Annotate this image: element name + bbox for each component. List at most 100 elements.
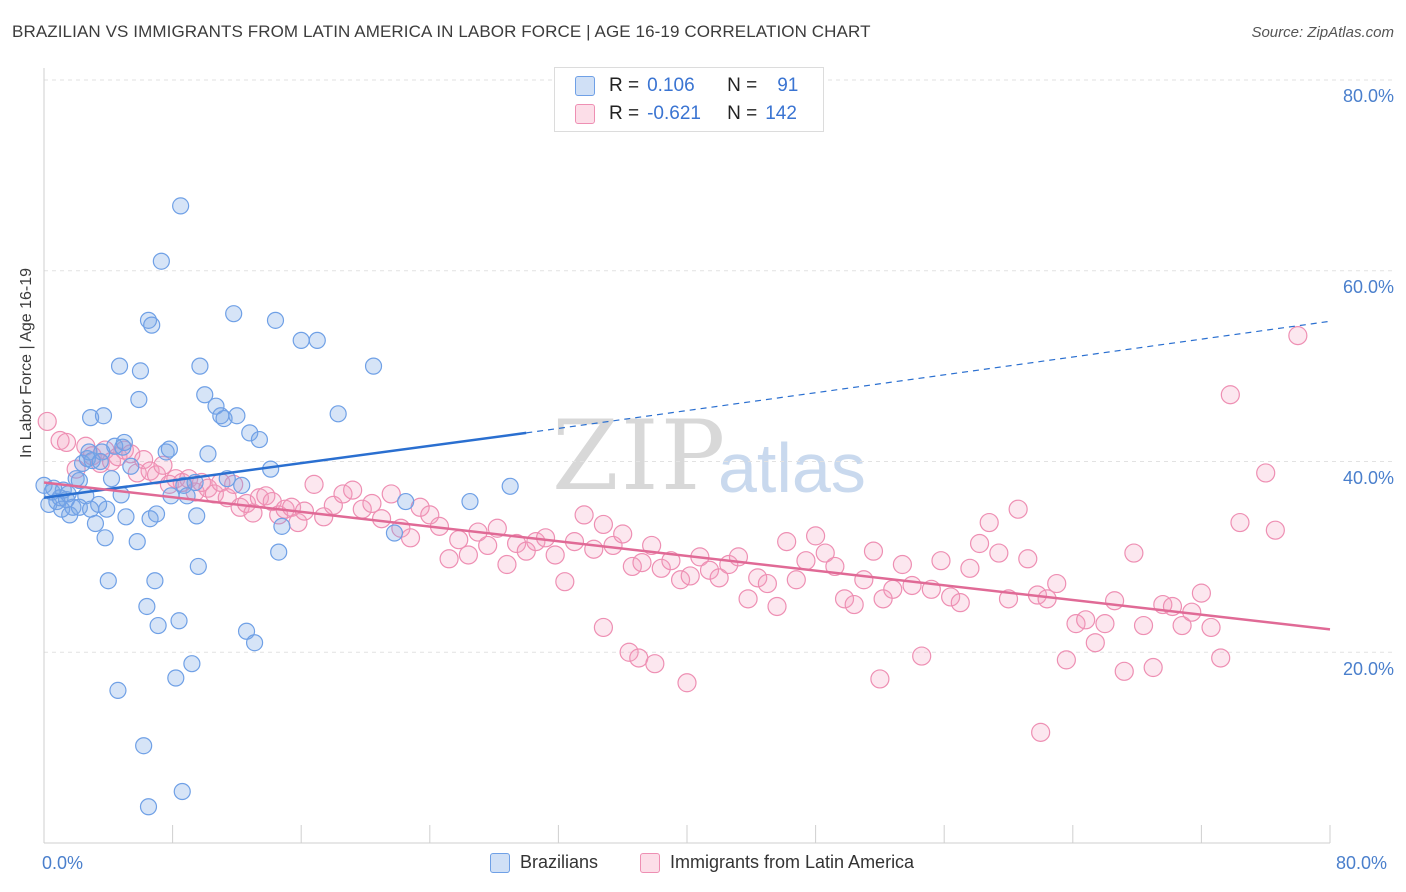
data-point-immigrants [1191, 583, 1212, 603]
trend-line-immigrants [43, 481, 1331, 631]
legend-row-immigrants: R = -0.621 N = 142 [575, 101, 797, 127]
data-point-immigrants [1008, 499, 1028, 519]
data-point-immigrants [1133, 615, 1154, 636]
legend-r-label: R = [609, 75, 640, 96]
legend-swatch-pink [575, 104, 595, 124]
data-point-brazilians [109, 681, 127, 700]
data-point-immigrants [1085, 633, 1105, 653]
data-point-brazilians [172, 197, 190, 215]
legend-row-brazilians: R = 0.106 N = 91 [575, 73, 798, 99]
legend-n-label: N = [727, 103, 758, 124]
data-point-immigrants [677, 673, 697, 693]
watermark-atlas: atlas [718, 429, 866, 507]
data-point-immigrants [66, 459, 86, 479]
legend-r-label: R = [609, 103, 640, 124]
data-point-immigrants [593, 617, 614, 638]
data-point-brazilians [96, 529, 114, 547]
data-point-brazilians [138, 597, 156, 616]
data-point-immigrants [979, 512, 999, 533]
axes [43, 68, 1331, 844]
data-point-brazilians [64, 498, 82, 516]
data-point-brazilians [170, 612, 188, 630]
data-point-immigrants [632, 552, 652, 573]
data-point-immigrants [950, 593, 970, 613]
data-point-immigrants [892, 554, 913, 575]
data-point-brazilians [82, 409, 100, 427]
data-point-brazilians [241, 424, 259, 442]
data-point-immigrants [584, 539, 604, 559]
trend-line-brazilians-extrapolated [526, 320, 1331, 434]
data-point-immigrants [333, 484, 353, 504]
legend-r-value: 0.106 [647, 75, 695, 96]
legend-n-value: 142 [765, 103, 797, 124]
data-point-brazilians [131, 362, 150, 380]
data-point-brazilians [385, 524, 404, 542]
data-point-immigrants [478, 535, 498, 556]
data-point-immigrants [1172, 615, 1192, 636]
data-point-immigrants [1143, 657, 1163, 678]
data-point-brazilians [99, 572, 117, 590]
data-point-immigrants [1265, 520, 1285, 540]
legend-swatch-pink [640, 852, 660, 873]
bottom-legend-immigrants[interactable]: Immigrants from Latin America [640, 852, 914, 873]
data-point-immigrants [1104, 591, 1125, 611]
data-point-immigrants [645, 654, 665, 674]
data-point-brazilians [82, 500, 100, 518]
data-point-immigrants [1211, 648, 1231, 668]
data-point-brazilians [228, 407, 246, 425]
data-point-immigrants [56, 432, 77, 453]
data-point-brazilians [128, 533, 146, 551]
data-point-brazilians [86, 514, 105, 533]
data-point-brazilians [175, 476, 193, 494]
data-point-brazilians [130, 390, 148, 409]
chart-title: BRAZILIAN VS IMMIGRANTS FROM LATIN AMERI… [12, 22, 871, 41]
data-point-immigrants [1288, 326, 1308, 346]
data-point-immigrants [381, 484, 401, 504]
data-point-immigrants [642, 535, 662, 556]
data-point-immigrants [629, 648, 649, 668]
data-point-brazilians [173, 782, 191, 801]
trend-line-brazilians [43, 431, 527, 499]
data-point-immigrants [805, 526, 826, 546]
data-point-immigrants [545, 545, 565, 565]
series-immigrants-points [37, 326, 1308, 742]
data-point-immigrants [458, 545, 478, 565]
data-point-brazilians [110, 357, 129, 375]
data-point-brazilians [157, 443, 175, 461]
x-tick-label-max: 80.0% [1336, 853, 1388, 873]
bottom-legend-brazilians[interactable]: Brazilians [490, 852, 598, 873]
data-point-immigrants [343, 480, 363, 500]
data-point-immigrants [825, 556, 845, 577]
data-point-brazilians [397, 492, 415, 511]
data-point-brazilians [183, 655, 201, 673]
data-point-immigrants [1066, 614, 1086, 634]
data-point-immigrants [1076, 610, 1096, 630]
data-point-brazilians [160, 440, 178, 458]
data-point-immigrants [960, 558, 980, 578]
data-point-immigrants [786, 570, 806, 590]
y-tick-label-80: 80.0% [1342, 86, 1394, 106]
data-point-brazilians [250, 430, 269, 449]
data-point-immigrants [304, 474, 324, 494]
data-point-brazilians [501, 477, 519, 495]
data-point-immigrants [870, 669, 890, 689]
legend-r-value: -0.621 [647, 103, 701, 124]
data-point-immigrants [371, 509, 392, 529]
data-point-immigrants [1031, 722, 1051, 742]
x-tick-label-min: 0.0% [42, 853, 84, 873]
data-point-immigrants [661, 551, 681, 571]
data-point-brazilians [122, 457, 140, 475]
data-point-immigrants [815, 543, 835, 563]
data-point-immigrants [834, 589, 855, 609]
stats-legend: R = 0.106 N = 91 R = -0.621 N = 142 [554, 67, 824, 132]
data-point-brazilians [308, 331, 326, 349]
data-point-brazilians [147, 505, 166, 523]
data-point-immigrants [1256, 463, 1276, 483]
y-axis-title: In Labor Force | Age 16-19 [18, 267, 35, 458]
source-credit[interactable]: Source: ZipAtlas.com [1251, 24, 1394, 41]
legend-swatch-blue [575, 76, 595, 96]
data-point-brazilians [191, 357, 209, 375]
data-point-immigrants [1220, 385, 1240, 405]
data-point-brazilians [149, 616, 167, 635]
data-point-immigrants [613, 524, 633, 544]
